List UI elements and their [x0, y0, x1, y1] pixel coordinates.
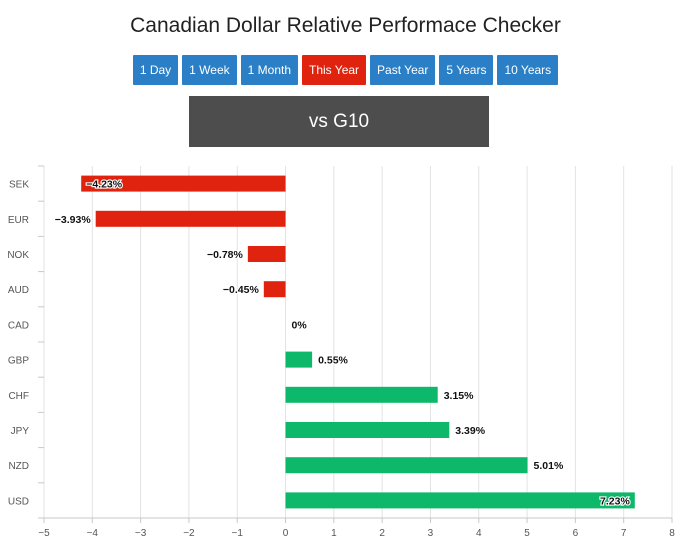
data-label-cad: 0%	[292, 319, 308, 331]
bar-nzd	[285, 457, 528, 474]
category-label-chf: CHF	[8, 391, 29, 402]
x-tick-label: 1	[331, 528, 337, 539]
1-month-button[interactable]: 1 Month	[240, 55, 298, 85]
category-label-gbp: GBP	[8, 356, 29, 367]
category-label-jpy: JPY	[11, 426, 30, 437]
data-label-aud: −0.45%	[223, 284, 260, 296]
x-tick-label: 5	[524, 528, 530, 539]
comparison-banner: vs G10	[189, 96, 489, 147]
x-tick-label: 8	[669, 528, 675, 539]
1-day-button[interactable]: 1 Day	[132, 55, 179, 85]
data-label-chf: 3.15%	[444, 390, 474, 402]
period-button-row: 1 Day 1 Week 1 Month This Year Past Year 5 Ye…	[0, 55, 691, 85]
5-years-button[interactable]: 5 Years	[439, 55, 494, 85]
x-tick-label: 6	[573, 528, 579, 539]
x-tick-label: 2	[379, 528, 385, 539]
x-tick-label: −2	[183, 528, 195, 539]
bar-nok	[247, 246, 286, 262]
x-tick-label: −5	[38, 528, 50, 539]
category-label-aud: AUD	[8, 285, 29, 296]
bar-eur	[95, 210, 286, 227]
x-tick-label: 7	[621, 528, 627, 539]
this-year-button[interactable]: This Year	[302, 55, 367, 85]
data-label-eur: −3.93%	[55, 214, 92, 226]
x-tick-label: −3	[135, 528, 147, 539]
x-tick-label: −4	[87, 528, 99, 539]
x-tick-label: 3	[428, 528, 434, 539]
x-tick-label: −1	[232, 528, 244, 539]
data-label-jpy: 3.39%	[455, 425, 485, 437]
10-years-button[interactable]: 10 Years	[497, 55, 559, 85]
data-label-nok: −0.78%	[207, 249, 244, 261]
bar-gbp	[285, 351, 313, 368]
data-label-nzd: 5.01%	[534, 460, 564, 472]
x-tick-label: 4	[476, 528, 482, 539]
category-label-cad: CAD	[8, 320, 29, 331]
category-label-nok: NOK	[7, 250, 29, 261]
bar-jpy	[285, 422, 450, 438]
page-title: Canadian Dollar Relative Performace Chec…	[130, 14, 561, 37]
bar-aud	[263, 281, 286, 298]
bar-usd	[285, 492, 635, 509]
category-label-nzd: NZD	[8, 461, 29, 472]
data-label-sek: −4.23%	[86, 179, 123, 191]
bar-chf	[285, 386, 438, 403]
data-label-gbp: 0.55%	[318, 355, 348, 367]
1-week-button[interactable]: 1 Week	[182, 55, 237, 85]
category-label-usd: USD	[8, 496, 29, 507]
category-label-sek: SEK	[9, 180, 29, 191]
category-label-eur: EUR	[8, 215, 29, 226]
x-tick-label: 0	[283, 528, 289, 539]
data-label-usd: 7.23%	[600, 495, 630, 507]
past-year-button[interactable]: Past Year	[370, 55, 436, 85]
bar-sek	[81, 175, 286, 192]
